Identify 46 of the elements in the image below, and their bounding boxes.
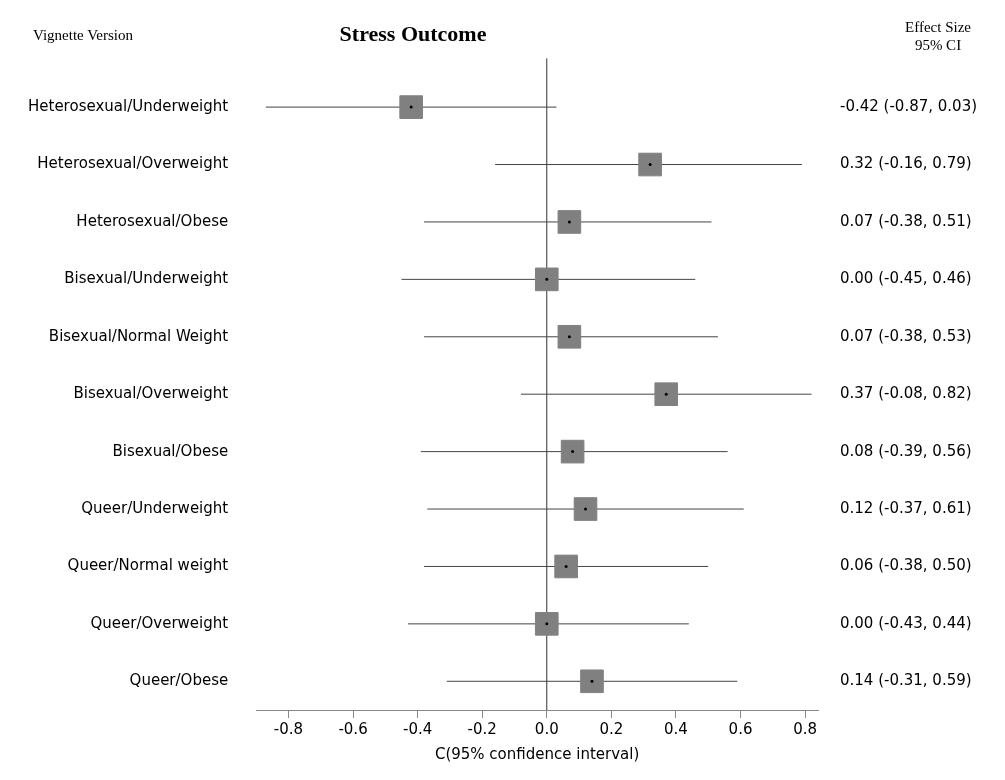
x-tick-label: 0.8 xyxy=(793,719,818,738)
point xyxy=(557,210,582,234)
point xyxy=(654,382,679,407)
y-tick-label: Bisexual/Underweight xyxy=(64,269,229,288)
data-label: 0.14 (-0.31, 0.59) xyxy=(840,671,972,690)
point xyxy=(399,95,423,119)
point xyxy=(534,612,559,636)
data-label: 0.07 (-0.38, 0.53) xyxy=(840,326,972,345)
x-tick-label: 0.2 xyxy=(599,719,624,738)
text: Effect Size 95% CI xyxy=(905,19,972,53)
x-tick-label: -0.6 xyxy=(338,719,368,738)
x-tick-label: 0.0 xyxy=(534,719,559,738)
data-label: 0.06 (-0.38, 0.50) xyxy=(840,556,972,575)
point xyxy=(534,267,559,292)
x-tick-label: 0.4 xyxy=(664,719,688,738)
x-tick-label: -0.8 xyxy=(273,719,304,738)
x-axis-title: C(95% confidence interval) xyxy=(434,744,640,763)
point xyxy=(580,669,604,694)
data-label: -0.42 (-0.87, 0.03) xyxy=(840,97,978,115)
data-label: 0.12 (-0.37, 0.61) xyxy=(840,498,972,517)
y-tick-label: Queer/Underweight xyxy=(81,498,229,517)
y-tick-label: Bisexual/Normal Weight xyxy=(48,326,229,345)
y-tick-label: Queer/Overweight xyxy=(90,613,229,632)
point xyxy=(560,439,585,464)
x-tick-label: -0.4 xyxy=(402,719,433,738)
point xyxy=(573,497,598,521)
point xyxy=(557,324,582,349)
y-tick-label: Heterosexual/Underweight xyxy=(28,97,229,115)
y-tick-label: Bisexual/Overweight xyxy=(73,384,229,403)
data-label: 0.37 (-0.08, 0.82) xyxy=(840,384,972,403)
y-tick-label: Heterosexual/Obese xyxy=(76,211,229,230)
data-label: 0.07 (-0.38, 0.51) xyxy=(840,211,972,230)
chart-title: Stress Outcome xyxy=(339,20,487,46)
data-label: 0.08 (-0.39, 0.56) xyxy=(840,441,972,460)
y-tick-label: Bisexual/Obese xyxy=(112,441,229,460)
y-tick-label: Heterosexual/Overweight xyxy=(37,154,229,173)
data-label: 0.00 (-0.43, 0.44) xyxy=(840,613,972,632)
text: Vignette Version xyxy=(32,27,134,43)
y-tick-label: Queer/Obese xyxy=(129,671,229,690)
data-label: 0.32 (-0.16, 0.79) xyxy=(840,154,972,173)
data-label: 0.00 (-0.45, 0.46) xyxy=(840,269,972,288)
point xyxy=(638,152,662,177)
x-tick-label: 0.6 xyxy=(728,719,753,738)
point xyxy=(554,554,578,579)
x-tick-label: -0.2 xyxy=(467,719,497,738)
y-tick-label: Queer/Normal weight xyxy=(67,556,229,575)
